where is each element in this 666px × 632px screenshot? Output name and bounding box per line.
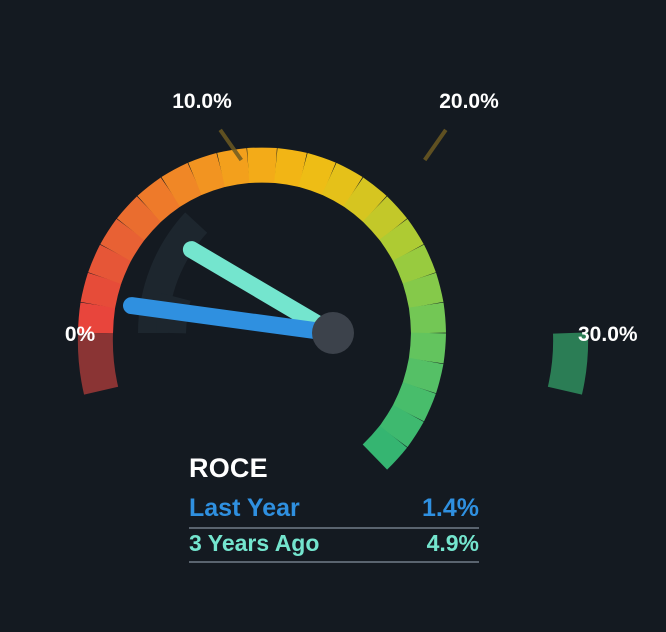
legend: ROCE Last Year 1.4% 3 Years Ago 4.9% bbox=[189, 452, 479, 563]
gauge-underflow-arc bbox=[77, 332, 119, 395]
axis-label-20: 20.0% bbox=[439, 90, 499, 113]
gauge-overflow-arc bbox=[547, 332, 589, 395]
gauge-inner-track bbox=[137, 212, 208, 334]
legend-row-last-year: Last Year 1.4% bbox=[189, 492, 479, 529]
gauge-ticks bbox=[218, 128, 448, 162]
axis-label-30: 30.0% bbox=[578, 323, 638, 346]
legend-value-last-year: 1.4% bbox=[422, 494, 479, 522]
tick-20 bbox=[423, 128, 448, 162]
legend-label-last-year: Last Year bbox=[189, 494, 300, 522]
gauge-color-band bbox=[78, 147, 446, 470]
tick-10 bbox=[218, 128, 243, 162]
legend-row-three-years-ago: 3 Years Ago 4.9% bbox=[189, 529, 479, 563]
needle-last-year bbox=[123, 297, 342, 342]
needle-three-years-ago bbox=[182, 241, 342, 342]
gauge-hub bbox=[312, 312, 354, 354]
page-title: ROCE bbox=[189, 453, 268, 483]
axis-label-0: 0% bbox=[65, 323, 96, 346]
legend-label-three-years-ago: 3 Years Ago bbox=[189, 530, 320, 556]
legend-value-three-years-ago: 4.9% bbox=[426, 530, 479, 556]
axis-label-10: 10.0% bbox=[172, 90, 232, 113]
